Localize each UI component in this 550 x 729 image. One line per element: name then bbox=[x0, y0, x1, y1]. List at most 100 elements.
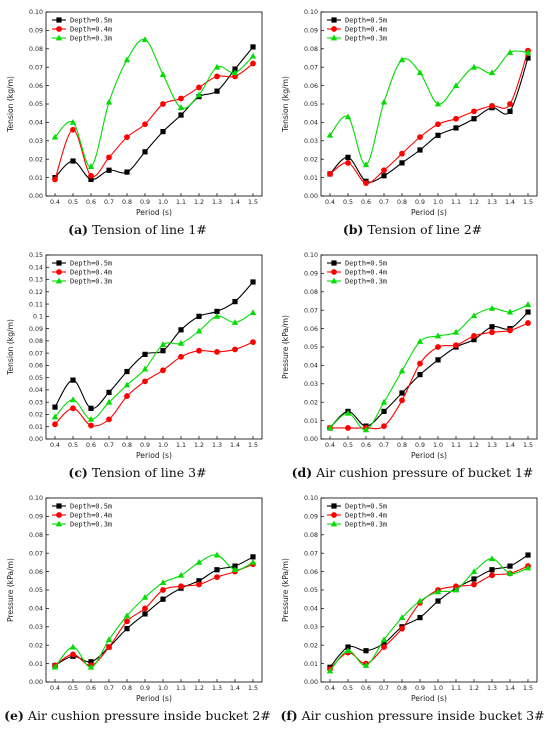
y-tick-label: 0.07 bbox=[304, 307, 318, 314]
y-tick-label: 0.08 bbox=[304, 532, 318, 539]
legend-marker bbox=[56, 26, 62, 32]
legend-marker bbox=[330, 277, 338, 284]
y-tick-label: 0.05 bbox=[304, 344, 318, 351]
data-point bbox=[488, 304, 496, 311]
data-point bbox=[52, 404, 58, 410]
y-tick-label: 0.04 bbox=[304, 606, 318, 613]
data-point bbox=[506, 308, 514, 315]
data-point bbox=[507, 108, 513, 114]
data-point bbox=[249, 52, 257, 59]
x-tick-label: 0.8 bbox=[122, 199, 132, 206]
y-tick-label: 0.04 bbox=[304, 120, 318, 127]
x-tick-label: 1.3 bbox=[487, 442, 497, 449]
data-point bbox=[250, 554, 256, 560]
data-point bbox=[435, 357, 441, 363]
data-point bbox=[52, 176, 58, 183]
x-tick-label: 0.8 bbox=[122, 442, 132, 449]
x-tick-label: 0.9 bbox=[415, 199, 425, 206]
data-point bbox=[398, 367, 406, 374]
y-axis-label: Tension (kg/m) bbox=[6, 319, 15, 376]
y-tick-label: 0.03 bbox=[29, 624, 43, 631]
data-point bbox=[381, 644, 387, 650]
data-point bbox=[489, 102, 495, 109]
data-point bbox=[506, 570, 514, 576]
y-tick-label: 0.10 bbox=[29, 495, 43, 502]
series-line bbox=[54, 38, 254, 168]
y-tick-label: 0.00 bbox=[29, 193, 43, 200]
y-tick-label: 0.09 bbox=[304, 28, 318, 35]
x-axis-label: Period (s) bbox=[136, 208, 172, 217]
y-tick-label: 0.04 bbox=[304, 363, 318, 370]
data-point bbox=[417, 615, 423, 621]
data-point bbox=[52, 421, 58, 428]
data-point bbox=[214, 567, 220, 573]
legend-marker bbox=[55, 520, 63, 527]
data-point bbox=[178, 112, 184, 118]
y-tick-label: 0.09 bbox=[29, 326, 43, 333]
data-point bbox=[345, 159, 351, 166]
series-1 bbox=[327, 309, 531, 431]
series-2 bbox=[327, 563, 531, 673]
legend-label: Depth=0.4m bbox=[345, 511, 387, 519]
x-tick-label: 1.5 bbox=[523, 685, 533, 692]
legend-marker bbox=[56, 512, 62, 518]
data-point bbox=[489, 572, 495, 579]
chart-panel-a: 0.4 0.5 0.6 0.7 0.8 0.9 1.0 1.1 1.2 1.3 1.4 1.5 0.00… bbox=[0, 0, 275, 243]
x-tick-label: 0.5 bbox=[343, 685, 353, 692]
caption-a: (a) Tension of line 1# bbox=[0, 222, 275, 237]
series-2 bbox=[327, 47, 531, 187]
legend-label: Depth=0.5m bbox=[70, 259, 112, 267]
y-tick-label: 0.03 bbox=[29, 399, 43, 406]
x-tick-label: 1.1 bbox=[451, 199, 461, 206]
data-point bbox=[232, 346, 238, 353]
data-point bbox=[124, 626, 130, 632]
data-point bbox=[195, 91, 203, 98]
data-point bbox=[178, 95, 184, 102]
chart-panel-b: 0.4 0.5 0.6 0.7 0.8 0.9 1.0 1.1 1.2 1.3 1.4 1.5 0.00… bbox=[275, 0, 550, 243]
data-point bbox=[435, 121, 441, 128]
data-point bbox=[362, 662, 370, 668]
x-axis-label: Period (s) bbox=[136, 694, 172, 703]
x-tick-label: 0.7 bbox=[104, 685, 114, 692]
caption-f: (f) Air cushion pressure inside bucket 3… bbox=[275, 708, 550, 723]
y-tick-label: 0.07 bbox=[304, 64, 318, 71]
x-tick-label: 1.5 bbox=[248, 199, 258, 206]
x-tick-label: 0.5 bbox=[68, 199, 78, 206]
y-tick-label: 0.05 bbox=[29, 587, 43, 594]
x-tick-label: 0.6 bbox=[361, 199, 371, 206]
data-point bbox=[160, 129, 166, 135]
series-3 bbox=[51, 36, 257, 169]
data-point bbox=[489, 324, 495, 330]
series-line bbox=[54, 281, 254, 410]
x-tick-label: 0.7 bbox=[379, 199, 389, 206]
x-tick-label: 0.4 bbox=[50, 199, 60, 206]
data-point bbox=[471, 333, 477, 339]
data-point bbox=[362, 161, 370, 168]
data-point bbox=[399, 390, 405, 396]
data-point bbox=[525, 55, 531, 61]
legend-label: Depth=0.3m bbox=[345, 34, 387, 42]
y-tick-label: 0.1 bbox=[33, 314, 43, 321]
y-tick-label: 0.09 bbox=[29, 28, 43, 35]
x-tick-label: 0.4 bbox=[50, 685, 60, 692]
data-point bbox=[214, 88, 220, 94]
x-tick-label: 1.0 bbox=[158, 685, 168, 692]
x-tick-label: 0.5 bbox=[343, 199, 353, 206]
y-axis-label: Pressure (kPa/m) bbox=[281, 558, 290, 622]
data-point bbox=[249, 559, 257, 565]
data-point bbox=[214, 308, 220, 315]
x-axis-label: Period (s) bbox=[411, 208, 447, 217]
y-tick-label: 0.06 bbox=[29, 569, 43, 576]
x-tick-label: 0.9 bbox=[140, 199, 150, 206]
x-tick-label: 1.0 bbox=[433, 442, 443, 449]
chart-b: 0.4 0.5 0.6 0.7 0.8 0.9 1.0 1.1 1.2 1.3 1.4 1.5 0.00… bbox=[281, 9, 538, 217]
data-point bbox=[123, 381, 131, 388]
data-point bbox=[70, 405, 76, 412]
legend-marker bbox=[56, 269, 62, 275]
data-point bbox=[159, 579, 167, 586]
data-point bbox=[381, 167, 387, 174]
y-tick-label: 0.08 bbox=[304, 289, 318, 296]
data-point bbox=[51, 133, 59, 140]
